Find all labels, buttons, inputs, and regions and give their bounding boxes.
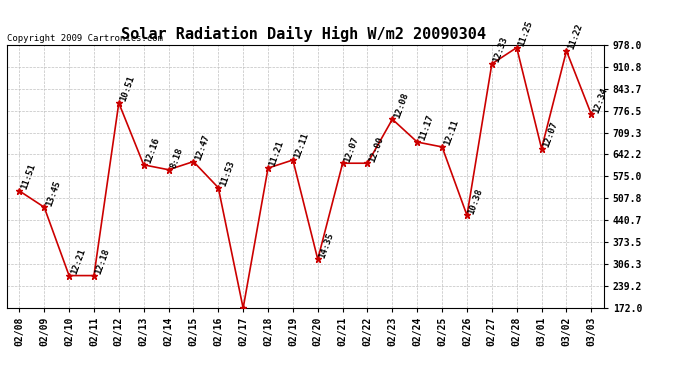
Text: 12:11: 12:11 <box>293 132 310 160</box>
Text: Solar Radiation Daily High W/m2 20090304: Solar Radiation Daily High W/m2 20090304 <box>121 26 486 42</box>
Text: Copyright 2009 Cartronics.com: Copyright 2009 Cartronics.com <box>7 34 163 43</box>
Text: 12:16: 12:16 <box>144 136 161 165</box>
Text: 11:21: 11:21 <box>268 140 286 168</box>
Text: 11:22: 11:22 <box>566 22 584 51</box>
Text: 12:34: 12:34 <box>591 86 609 114</box>
Text: 11:53: 11:53 <box>218 159 236 188</box>
Text: 12:33: 12:33 <box>492 36 509 64</box>
Text: 12:18: 12:18 <box>94 247 112 276</box>
Text: 12:08: 12:08 <box>393 91 410 119</box>
Text: 11:51: 11:51 <box>19 163 37 191</box>
Text: 10:51: 10:51 <box>119 75 137 103</box>
Text: 11:17: 11:17 <box>417 114 435 142</box>
Text: 12:07: 12:07 <box>343 135 360 163</box>
Text: 10:38: 10:38 <box>467 187 484 215</box>
Text: 12:21: 12:21 <box>69 247 87 276</box>
Text: 11:25: 11:25 <box>517 19 534 48</box>
Text: 12:07: 12:07 <box>542 120 559 148</box>
Text: 14:35: 14:35 <box>318 231 335 259</box>
Text: 8:18: 8:18 <box>168 147 184 170</box>
Text: 13:45: 13:45 <box>44 179 62 207</box>
Text: 12:00: 12:00 <box>368 135 385 163</box>
Text: 12:47: 12:47 <box>193 133 211 162</box>
Text: 12:11: 12:11 <box>442 118 460 147</box>
Text: 10:45: 10:45 <box>0 374 1 375</box>
